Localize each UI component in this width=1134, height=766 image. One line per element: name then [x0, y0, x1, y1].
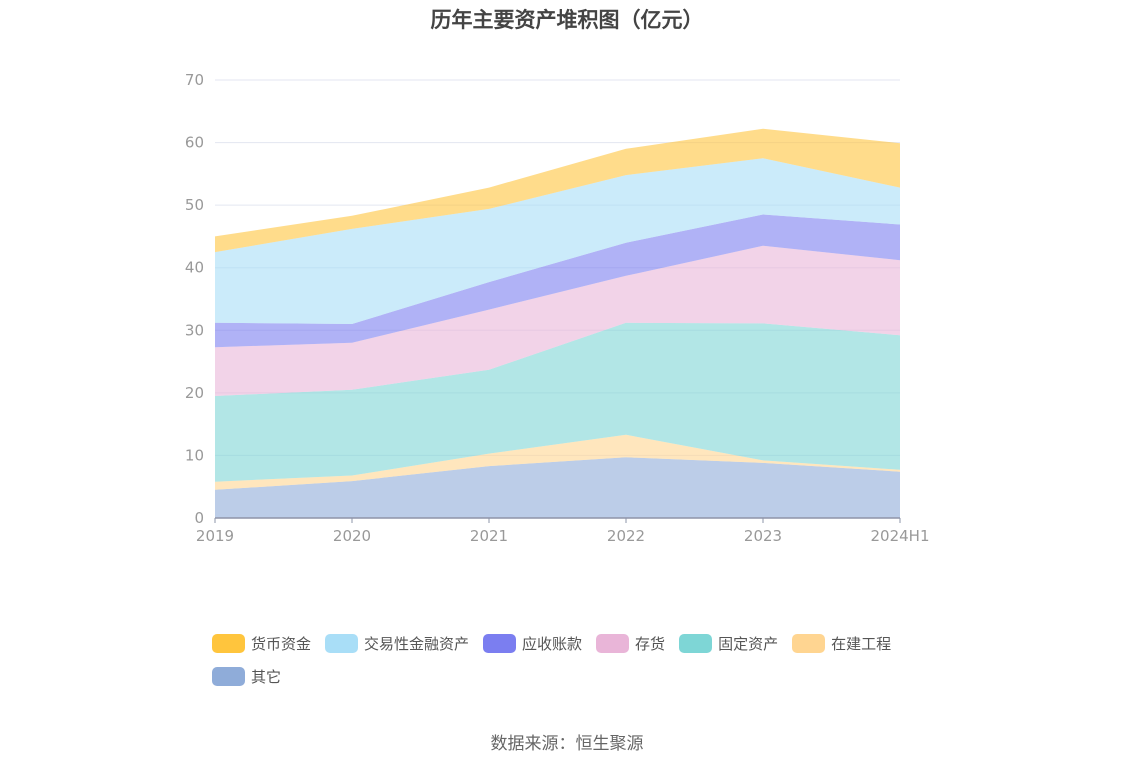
legend: 货币资金 交易性金融资产 应收账款 存货 固定资产 在建工程其它	[212, 630, 952, 696]
legend-label: 交易性金融资产	[364, 634, 470, 653]
y-tick-label: 10	[185, 446, 204, 464]
legend-item[interactable]: 货币资金	[212, 630, 311, 656]
x-tick-label: 2019	[196, 527, 234, 545]
y-tick-label: 60	[185, 134, 204, 152]
legend-swatch	[325, 633, 359, 653]
area-series-6[interactable]	[215, 128, 900, 253]
axes: 0 10 20 30 40 50 60 70 2019 2020 2021 2022 2023 2024H…	[185, 71, 930, 545]
data-source-note: 数据来源：恒生聚源	[490, 734, 644, 754]
legend-item[interactable]: 固定资产	[679, 630, 778, 656]
legend-label: 应收账款	[522, 634, 583, 653]
chart-title: 历年主要资产堆积图（亿元）	[430, 8, 704, 32]
y-tick-label: 0	[194, 509, 204, 527]
area-series-1[interactable]	[215, 434, 900, 490]
x-tick-label: 2023	[744, 527, 782, 545]
legend-label: 货币资金	[251, 634, 312, 653]
legend-swatch	[679, 633, 713, 653]
y-tick-label: 40	[185, 259, 204, 277]
legend-item[interactable]: 其它	[212, 663, 281, 689]
stacked-area-chart: 0 10 20 30 40 50 60 70 2019 2020 2021 2022 2023 2024H…	[185, 71, 930, 545]
area-series-4[interactable]	[215, 214, 900, 348]
area-series-0[interactable]	[215, 457, 900, 518]
legend-swatch	[596, 633, 630, 653]
legend-label: 其它	[251, 667, 282, 686]
legend-swatch	[212, 633, 245, 653]
x-tick-label: 2021	[470, 527, 508, 545]
area-series-2[interactable]	[215, 322, 900, 482]
y-tick-label: 70	[185, 71, 204, 89]
legend-swatch	[483, 633, 517, 653]
area-series-5[interactable]	[215, 158, 900, 324]
legend-label: 在建工程	[831, 634, 892, 653]
legend-item[interactable]: 存货	[596, 630, 665, 656]
legend-item[interactable]: 应收账款	[483, 630, 582, 656]
area-series-3[interactable]	[215, 245, 900, 396]
x-tick-label: 2024H1	[871, 527, 930, 545]
legend-item[interactable]: 在建工程	[792, 630, 891, 656]
legend-swatch	[212, 666, 245, 686]
x-tick-label: 2020	[333, 527, 371, 545]
legend-item[interactable]: 交易性金融资产	[325, 630, 469, 656]
y-tick-label: 20	[185, 384, 204, 402]
y-tick-label: 30	[185, 321, 204, 339]
legend-label: 存货	[635, 634, 666, 653]
legend-swatch	[792, 633, 826, 653]
area-series-group	[215, 128, 900, 518]
x-tick-label: 2022	[607, 527, 645, 545]
y-tick-label: 50	[185, 196, 204, 214]
legend-label: 固定资产	[718, 634, 779, 653]
